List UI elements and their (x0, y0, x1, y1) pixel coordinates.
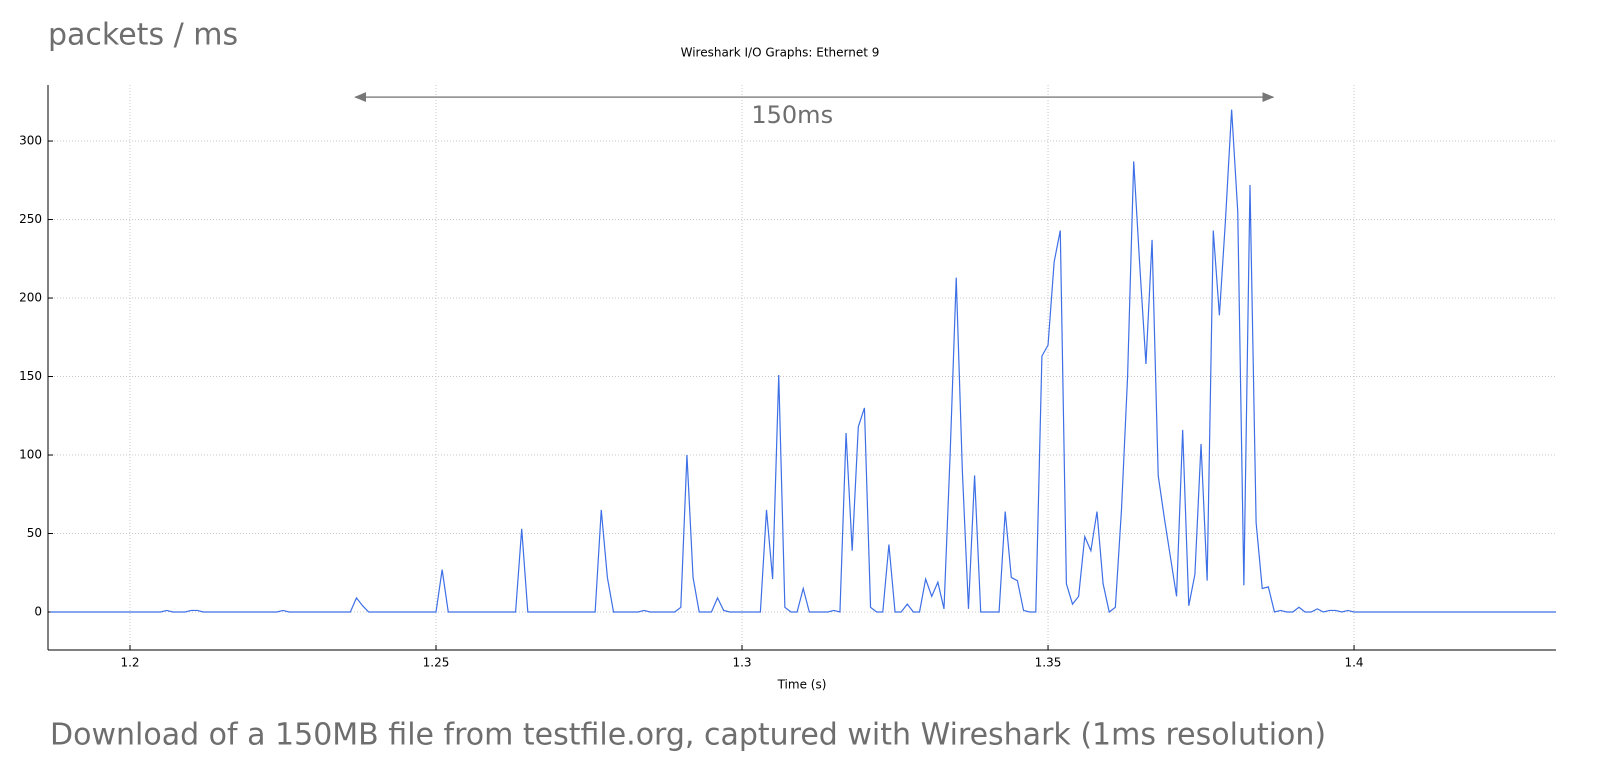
y-tick-label: 0 (34, 605, 42, 619)
y-tick-label: 300 (19, 134, 42, 148)
caption: Download of a 150MB file from testfile.o… (50, 718, 1326, 753)
x-tick-label: 1.4 (1344, 656, 1363, 670)
x-tick-label: 1.25 (423, 656, 450, 670)
y-tick-label: 250 (19, 212, 42, 226)
x-tick-label: 1.35 (1035, 656, 1062, 670)
y-tick-label: 50 (27, 526, 42, 540)
data-line (50, 109, 1556, 614)
x-tick-label: 1.3 (732, 656, 751, 670)
y-tick-label: 100 (19, 448, 42, 462)
x-tick-label: 1.2 (120, 656, 139, 670)
y-tick-label: 150 (19, 369, 42, 383)
y-tick-label: 200 (19, 291, 42, 305)
x-axis-label: Time (s) (777, 678, 827, 692)
chart-title: Wireshark I/O Graphs: Ethernet 9 (681, 46, 880, 60)
page-title: packets / ms (48, 18, 238, 53)
annotation-label: 150ms (751, 101, 833, 129)
